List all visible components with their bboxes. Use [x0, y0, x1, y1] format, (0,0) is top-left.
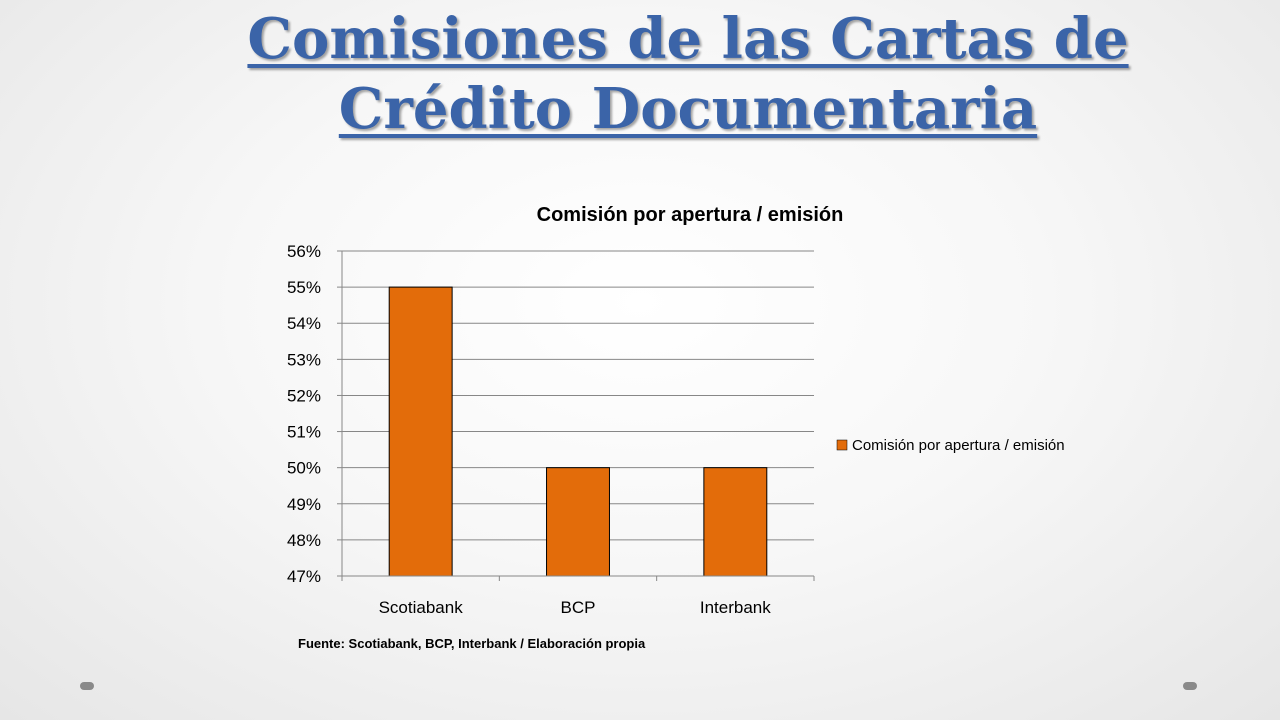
- y-tick-label: 55%: [287, 278, 321, 297]
- y-axis-ticks: 47% 48% 49% 50% 51% 52% 53% 54% 55% 56%: [287, 242, 321, 586]
- y-tick-label: 51%: [287, 423, 321, 442]
- x-axis-ticks: Scotiabank BCP Interbank: [379, 598, 772, 617]
- axes: [341, 251, 815, 581]
- y-tick-label: 48%: [287, 531, 321, 550]
- legend-label: Comisión por apertura / emisión: [852, 437, 1065, 454]
- y-tick-label: 50%: [287, 459, 321, 478]
- chart-title: Comisión por apertura / emisión: [537, 204, 844, 226]
- slide-title: Comisiones de las Cartas de Crédito Docu…: [0, 4, 1280, 144]
- legend-swatch: [836, 439, 848, 451]
- slide-title-line-1: Comisiones de las Cartas de: [247, 6, 1129, 72]
- nav-dot-right[interactable]: [1183, 682, 1197, 690]
- bar: [546, 467, 610, 577]
- y-tick-label: 49%: [287, 495, 321, 514]
- x-tick-label: BCP: [561, 598, 596, 617]
- nav-dot-left[interactable]: [80, 682, 94, 690]
- legend: Comisión por apertura / emisión: [836, 437, 1065, 454]
- bar: [388, 286, 453, 577]
- y-tick-label: 47%: [287, 567, 321, 586]
- bar: [703, 467, 768, 577]
- y-tick-label: 56%: [287, 242, 321, 261]
- x-tick-label: Scotiabank: [379, 598, 464, 617]
- slide-title-line-2: Crédito Documentaria: [338, 76, 1038, 142]
- x-tick-label: Interbank: [700, 598, 771, 617]
- y-tick-label: 54%: [287, 314, 321, 333]
- bars: [388, 286, 768, 577]
- y-tick-label: 52%: [287, 386, 321, 405]
- source-note: Fuente: Scotiabank, BCP, Interbank / Ela…: [298, 636, 646, 651]
- y-tick-label: 53%: [287, 350, 321, 369]
